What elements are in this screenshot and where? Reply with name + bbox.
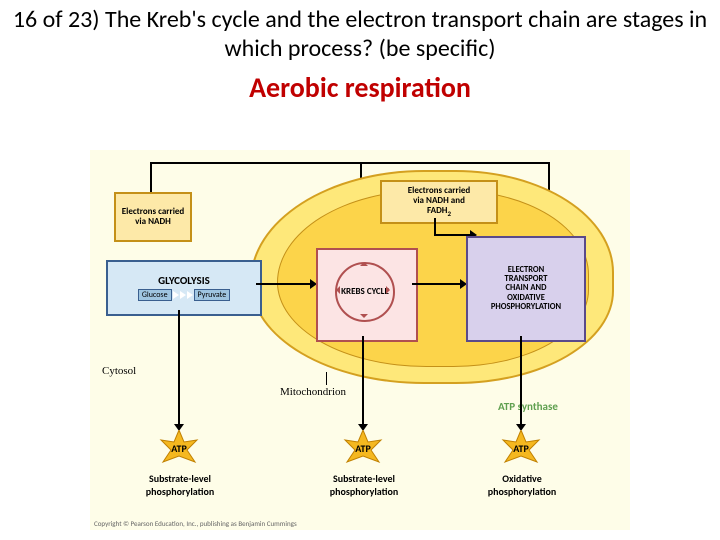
atp-star-2: ATP: [341, 430, 385, 466]
atp-star-3: ATP: [499, 430, 543, 466]
answer-text: Aerobic respiration: [0, 70, 720, 105]
pyruvate-label: Pyruvate: [194, 289, 231, 302]
svg-text:ATP: ATP: [171, 442, 187, 455]
krebs-atp-arrow: [362, 336, 364, 428]
substrate-label-1: Substrate-level phosphorylation: [130, 472, 230, 498]
tri-icon: [180, 291, 186, 299]
etc-l5: PHOSPHORYLATION: [491, 303, 561, 312]
electrons-nadh-box: Electrons carried via NADH: [114, 192, 192, 242]
etc-atp-arrow: [520, 336, 522, 428]
cytosol-label: Cytosol: [102, 365, 136, 377]
top-arrow-v1: [150, 162, 152, 192]
substrate-label-2: Substrate-level phosphorylation: [314, 472, 414, 498]
krebs-to-etc: [412, 283, 464, 285]
glycolysis-title: GLYCOLYSIS: [158, 275, 210, 287]
svg-text:ATP: ATP: [513, 442, 529, 455]
krebs-arrow-icon: [386, 286, 394, 294]
mitochondrion-label: Mitochondrion: [280, 386, 346, 398]
electrons-nadh-fadh-box: Electrons carried via NADH and FADH2: [380, 180, 498, 224]
gly-to-krebs: [256, 283, 314, 285]
mito-pointer: [326, 372, 327, 385]
tri-icon: [173, 291, 179, 299]
krebs-cycle-box: KREBS CYCLE: [316, 248, 418, 342]
gly-atp-arrow: [178, 310, 180, 428]
atp-synthase-label: ATP synthase: [498, 400, 558, 413]
glycolysis-reaction: Glucose Pyruvate: [138, 289, 230, 302]
question-text: 16 of 23) The Kreb's cycle and the elect…: [0, 0, 720, 64]
glycolysis-box: GLYCOLYSIS Glucose Pyruvate: [106, 260, 262, 316]
svg-text:ATP: ATP: [355, 442, 371, 455]
etc-box: ELECTRON TRANSPORT CHAIN AND OXIDATIVE P…: [466, 236, 586, 342]
diagram-figure: Electrons carried via NADH Electrons car…: [90, 150, 630, 530]
tri-icon: [187, 291, 193, 299]
krebs-arrow-icon: [360, 314, 368, 322]
e2-line3: FADH2: [427, 206, 451, 217]
glucose-label: Glucose: [138, 289, 172, 302]
krebs-arrow-icon: [360, 258, 368, 266]
copyright-text: Copyright © Pearson Education, Inc., pub…: [94, 519, 297, 528]
atp-star-1: ATP: [157, 430, 201, 466]
krebs-arrow-icon: [332, 286, 340, 294]
oxidative-label: Oxidative phosphorylation: [472, 472, 572, 498]
top-arrow-h: [150, 162, 550, 164]
